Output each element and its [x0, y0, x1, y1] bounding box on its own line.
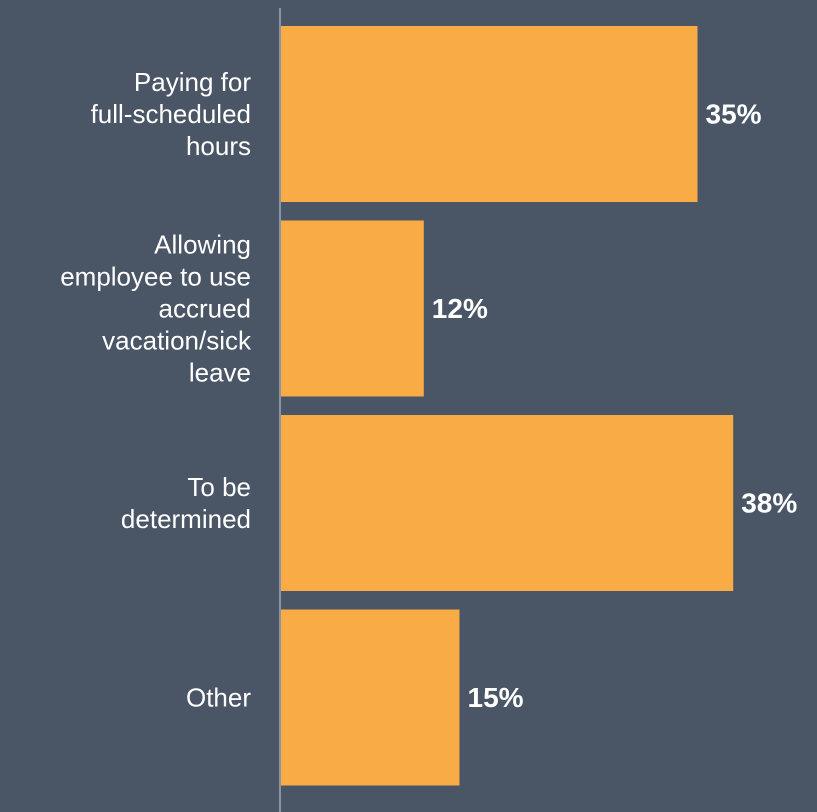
bar-0 [281, 26, 698, 202]
category-label-0-line-1: full-scheduled [91, 99, 251, 129]
category-label-0: Paying for full-scheduled hours [91, 67, 252, 161]
category-label-0-line-2: hours [186, 131, 251, 161]
bar-1 [281, 220, 424, 397]
bars-group [281, 26, 734, 786]
value-labels-group: 35% 12% 38% 15% [432, 99, 798, 714]
category-label-1: Allowing employee to use accrued vacation/s… [60, 230, 252, 388]
value-label-0: 35% [706, 99, 762, 130]
category-label-2: To be determined [121, 472, 251, 534]
value-label-1: 12% [432, 293, 488, 324]
category-label-2-line-0: To be [187, 472, 251, 502]
category-label-3-line-0: Other [186, 683, 251, 713]
category-label-1-line-0: Allowing [154, 230, 251, 260]
category-label-3: Other [186, 683, 251, 713]
category-label-0-line-0: Paying for [134, 67, 251, 97]
category-label-1-line-4: leave [189, 358, 251, 388]
bar-3 [281, 609, 460, 786]
category-labels-group: Paying for full-scheduled hours Allowing emp… [60, 67, 252, 713]
category-label-1-line-1: employee to use [60, 262, 251, 292]
value-label-2: 38% [741, 488, 797, 519]
value-label-3: 15% [468, 682, 524, 713]
category-label-1-line-3: vacation/sick [102, 326, 252, 356]
bar-2 [281, 415, 734, 591]
category-label-1-line-2: accrued [159, 294, 252, 324]
category-label-2-line-1: determined [121, 504, 251, 534]
